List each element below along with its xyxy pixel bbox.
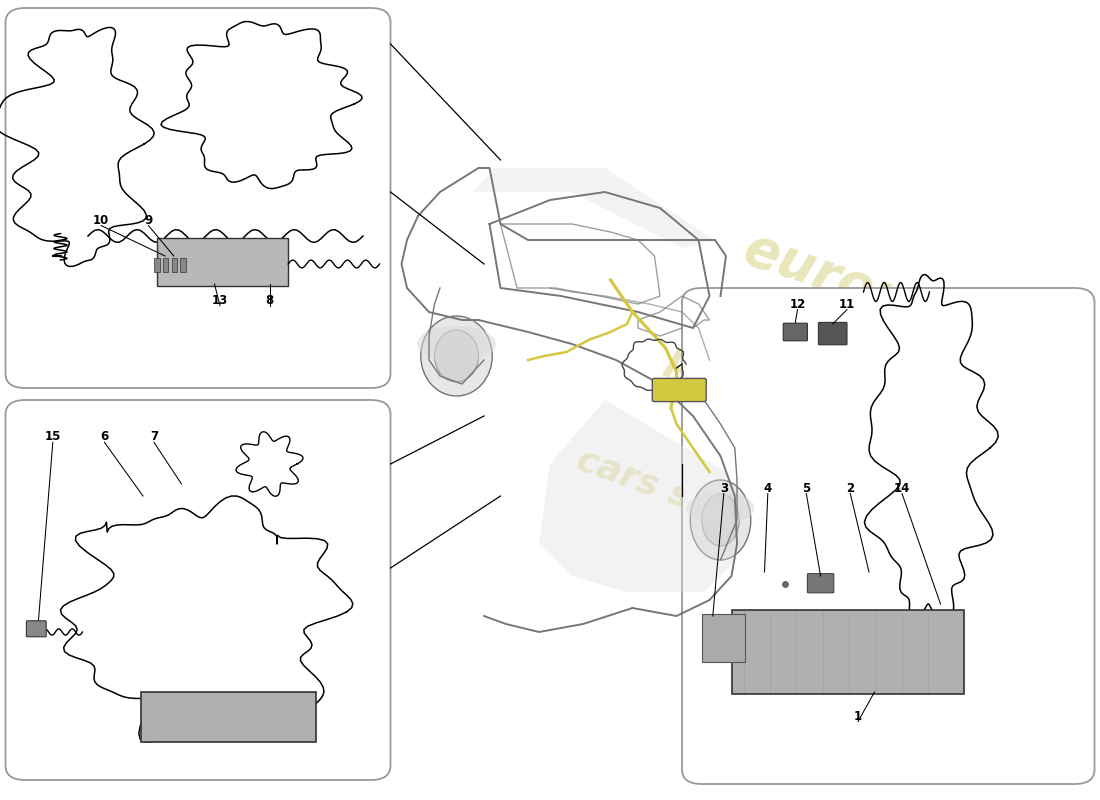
Text: 2: 2	[846, 482, 855, 494]
Text: 9: 9	[144, 214, 153, 226]
Text: 7: 7	[150, 430, 158, 442]
FancyBboxPatch shape	[172, 258, 177, 272]
Text: passion for: passion for	[662, 335, 922, 465]
Text: cars since 1985: cars since 1985	[572, 442, 880, 582]
Text: 3: 3	[719, 482, 728, 494]
FancyBboxPatch shape	[180, 258, 186, 272]
Text: 1: 1	[854, 710, 862, 722]
Text: 10: 10	[94, 214, 109, 226]
Text: europes: europes	[736, 222, 980, 354]
FancyBboxPatch shape	[26, 621, 46, 637]
Text: 6: 6	[100, 430, 109, 442]
Ellipse shape	[691, 480, 750, 560]
FancyBboxPatch shape	[157, 238, 288, 286]
FancyBboxPatch shape	[141, 692, 316, 742]
FancyBboxPatch shape	[6, 8, 390, 388]
Text: 11: 11	[839, 298, 855, 310]
FancyBboxPatch shape	[163, 258, 168, 272]
Ellipse shape	[702, 494, 739, 546]
Ellipse shape	[417, 326, 496, 362]
FancyBboxPatch shape	[652, 378, 706, 402]
Text: 12: 12	[790, 298, 805, 310]
FancyBboxPatch shape	[783, 323, 807, 341]
Polygon shape	[473, 168, 715, 248]
Text: 15: 15	[45, 430, 60, 442]
FancyBboxPatch shape	[818, 322, 847, 345]
Polygon shape	[539, 400, 737, 592]
FancyBboxPatch shape	[732, 610, 964, 694]
Text: 5: 5	[802, 482, 811, 494]
Text: 4: 4	[763, 482, 772, 494]
FancyBboxPatch shape	[702, 614, 745, 662]
Ellipse shape	[420, 316, 493, 396]
Text: 14: 14	[894, 482, 910, 494]
Ellipse shape	[434, 330, 478, 382]
FancyBboxPatch shape	[154, 258, 160, 272]
FancyBboxPatch shape	[807, 574, 834, 593]
FancyBboxPatch shape	[6, 400, 390, 780]
Ellipse shape	[686, 492, 755, 524]
FancyBboxPatch shape	[682, 288, 1094, 784]
Text: 8: 8	[265, 294, 274, 306]
Text: 13: 13	[212, 294, 228, 306]
